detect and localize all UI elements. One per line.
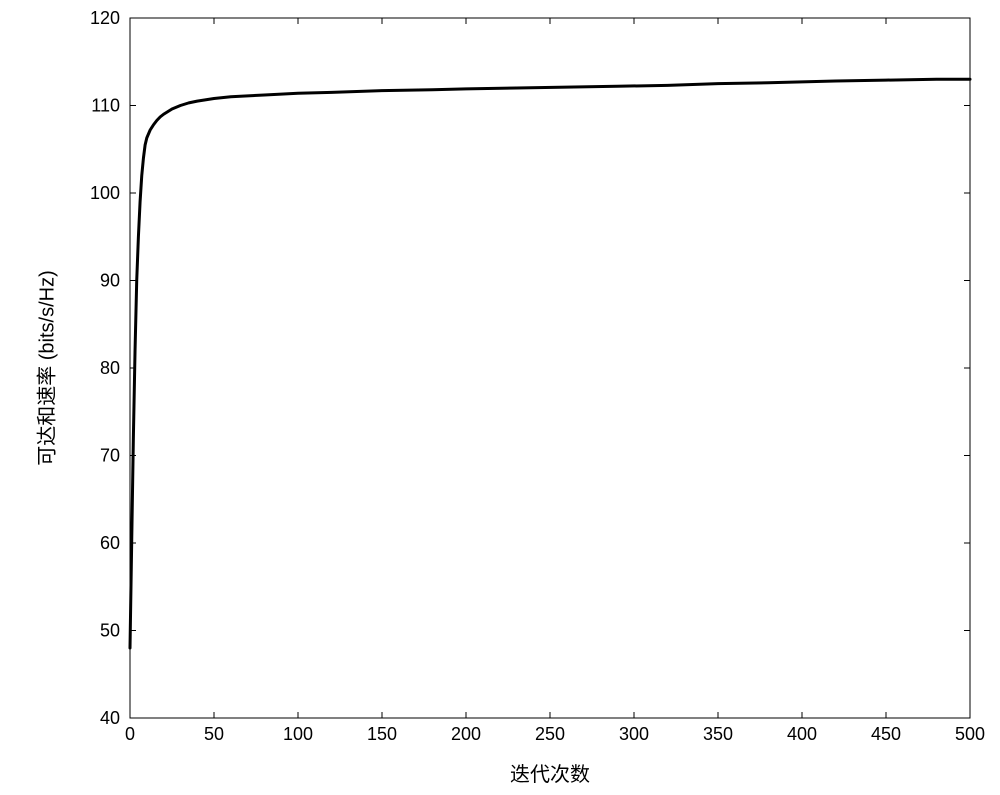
x-tick-label: 300	[619, 724, 649, 744]
x-tick-label: 150	[367, 724, 397, 744]
y-tick-label: 90	[100, 271, 120, 291]
x-tick-label: 350	[703, 724, 733, 744]
x-tick-label: 200	[451, 724, 481, 744]
y-tick-label: 40	[100, 708, 120, 728]
y-tick-label: 80	[100, 358, 120, 378]
x-tick-label: 400	[787, 724, 817, 744]
y-tick-label: 120	[90, 8, 120, 28]
x-tick-label: 0	[125, 724, 135, 744]
y-tick-label: 110	[91, 96, 120, 116]
x-tick-label: 100	[283, 724, 313, 744]
x-tick-label: 250	[535, 724, 565, 744]
y-axis-title: 可达和速率 (bits/s/Hz)	[31, 270, 60, 466]
chart-svg: 0 50 100 150 200 250 300 350 400 450 500 40 50 60 70 80…	[0, 0, 1000, 795]
chart-container: 0 50 100 150 200 250 300 350 400 450 500 40 50 60 70 80…	[0, 0, 1000, 795]
x-axis-title: 迭代次数	[510, 758, 590, 787]
y-tick-label: 60	[100, 533, 120, 553]
y-tick-label: 50	[100, 621, 120, 641]
x-tick-label: 50	[204, 724, 224, 744]
y-tick-label: 70	[100, 446, 120, 466]
y-tick-label: 100	[90, 183, 120, 203]
x-tick-label: 500	[955, 724, 985, 744]
x-tick-label: 450	[871, 724, 901, 744]
